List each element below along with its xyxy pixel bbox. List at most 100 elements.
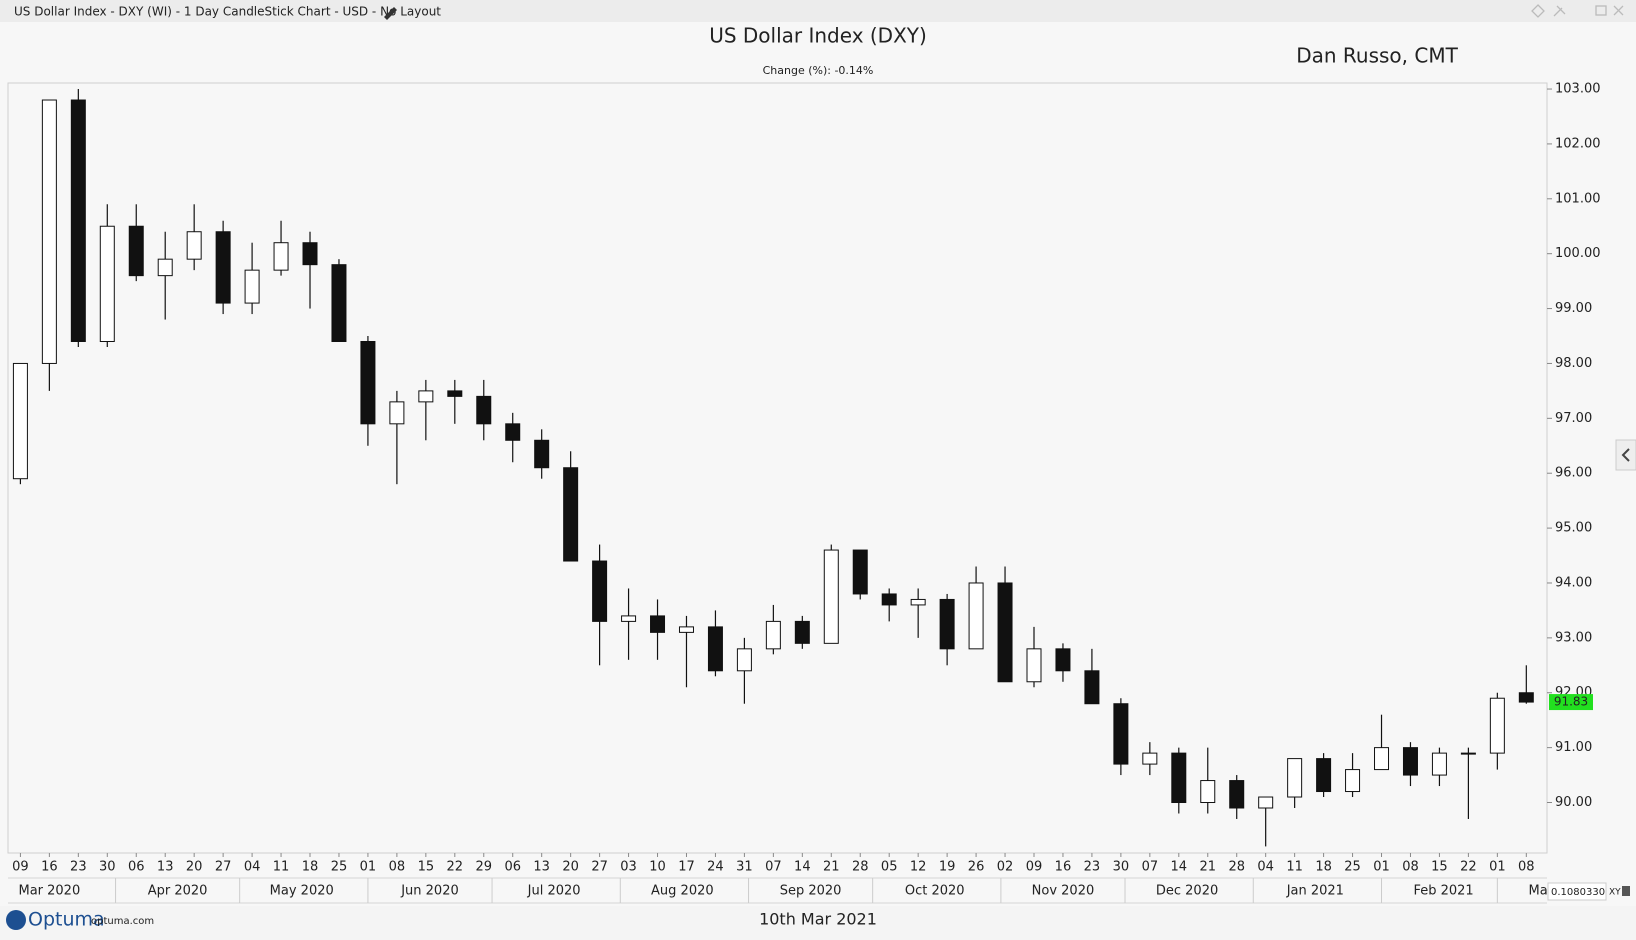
plot-area: [7, 82, 1548, 854]
x-tick-label: 08: [1402, 860, 1419, 875]
y-tick-label: 91.00: [1555, 740, 1592, 755]
y-tick-label: 90.00: [1555, 795, 1592, 810]
x-tick-label: 29: [475, 860, 492, 875]
x-tick-label: 26: [968, 860, 985, 875]
y-tick-label: 99.00: [1555, 301, 1592, 316]
y-tick-label: 93.00: [1555, 630, 1592, 645]
candle-body: [852, 549, 868, 595]
candle-body: [1287, 758, 1303, 798]
title-bar: [0, 0, 1636, 22]
candle-body: [650, 615, 666, 633]
y-tick-label: 94.00: [1555, 575, 1592, 590]
x-tick-label: 06: [504, 860, 521, 875]
pin-icon[interactable]: [1531, 4, 1545, 18]
scale-box[interactable]: [1547, 882, 1607, 901]
x-tick-label: 06: [128, 860, 145, 875]
y-tick-label: 101.00: [1555, 191, 1601, 206]
candle-body: [476, 395, 492, 425]
candle-body: [1142, 752, 1158, 765]
x-tick-label: 02: [997, 860, 1014, 875]
side-panel-toggle[interactable]: [1615, 439, 1636, 471]
candle-body: [1489, 697, 1505, 754]
candle-body: [12, 362, 28, 480]
y-tick-label: 100.00: [1555, 246, 1601, 261]
x-tick-label: 01: [1373, 860, 1390, 875]
x-tick-label: 21: [823, 860, 840, 875]
close-icon[interactable]: [1613, 5, 1624, 16]
brand-logo: [6, 910, 26, 930]
x-tick-label: 20: [186, 860, 203, 875]
window-controls: [1531, 4, 1624, 18]
x-tick-label: 04: [244, 860, 261, 875]
candle-body: [1229, 780, 1245, 809]
candle-body: [1402, 747, 1418, 776]
mode-label[interactable]: XY: [1609, 888, 1621, 898]
y-tick-label: 97.00: [1555, 411, 1592, 426]
candle-body: [70, 99, 86, 342]
month-label: Jun 2020: [400, 884, 459, 899]
candle-body: [736, 648, 752, 672]
month-label: May 2020: [270, 884, 334, 899]
candle-body: [244, 269, 260, 304]
x-tick-label: 01: [360, 860, 377, 875]
x-tick-label: 22: [447, 860, 464, 875]
restore-icon[interactable]: [1595, 5, 1607, 16]
x-tick-label: 04: [1257, 860, 1274, 875]
month-label: Dec 2020: [1156, 884, 1218, 899]
x-tick-label: 18: [1315, 860, 1332, 875]
x-tick-label: 09: [1026, 860, 1043, 875]
x-tick-label: 21: [1199, 860, 1216, 875]
x-tick-label: 25: [1344, 860, 1361, 875]
x-tick-label: 01: [1489, 860, 1506, 875]
x-tick-label: 05: [881, 860, 898, 875]
date-axis: 09 16 23 30 06 13 20 27 04 11 18 25 01 08 15 22 29 06 13 20…: [12, 853, 1547, 903]
candle-body: [1258, 796, 1274, 809]
y-tick-label: 95.00: [1555, 521, 1592, 536]
candle-body: [447, 390, 463, 397]
x-tick-label: 23: [70, 860, 87, 875]
candle-body: [997, 582, 1013, 683]
candle-body: [186, 231, 202, 260]
month-label: Feb 2021: [1413, 884, 1473, 899]
chart-title: US Dollar Index (DXY): [709, 24, 927, 48]
candles: [12, 89, 1534, 847]
x-tick-label: 22: [1460, 860, 1477, 875]
candle-body: [157, 258, 173, 277]
x-tick-label: 23: [1084, 860, 1101, 875]
candle-body: [794, 620, 810, 644]
collapse-arrow: [1621, 448, 1630, 462]
candle-body: [273, 242, 289, 271]
candle-body: [968, 582, 984, 650]
candle-body: [1026, 648, 1042, 683]
candle-body: [389, 401, 405, 425]
edit-icon[interactable]: [384, 7, 397, 20]
y-tick-label: 103.00: [1555, 82, 1601, 97]
x-tick-label: 16: [1055, 860, 1072, 875]
month-label: Oct 2020: [905, 884, 965, 899]
pin2-icon[interactable]: [1553, 5, 1566, 17]
lock-icon[interactable]: [1622, 886, 1630, 896]
candle-body: [1460, 752, 1476, 755]
candle-body: [881, 593, 897, 606]
x-tick-label: 30: [1113, 860, 1130, 875]
x-tick-label: 12: [910, 860, 927, 875]
x-tick-label: 20: [562, 860, 579, 875]
x-tick-label: 17: [678, 860, 695, 875]
chart-subtitle: Change (%): -0.14%: [763, 64, 874, 77]
last-value-box: [1549, 694, 1593, 711]
candle-body: [563, 467, 579, 562]
month-label: Sep 2020: [780, 884, 842, 899]
window-title: US Dollar Index - DXY (WI) - 1 Day Candl…: [14, 5, 441, 19]
x-tick-label: 14: [1171, 860, 1188, 875]
candle-body: [41, 99, 57, 364]
month-label: Nov 2020: [1032, 884, 1095, 899]
x-tick-label: 27: [215, 860, 232, 875]
y-tick-label: 102.00: [1555, 136, 1601, 151]
candle-body: [939, 598, 955, 650]
x-tick-label: 31: [736, 860, 753, 875]
last-value-label: 91.83: [1554, 695, 1588, 709]
candle-body: [1316, 758, 1332, 793]
month-label: Aug 2020: [651, 884, 714, 899]
candle-body: [1084, 670, 1100, 705]
candle-body: [302, 242, 318, 266]
